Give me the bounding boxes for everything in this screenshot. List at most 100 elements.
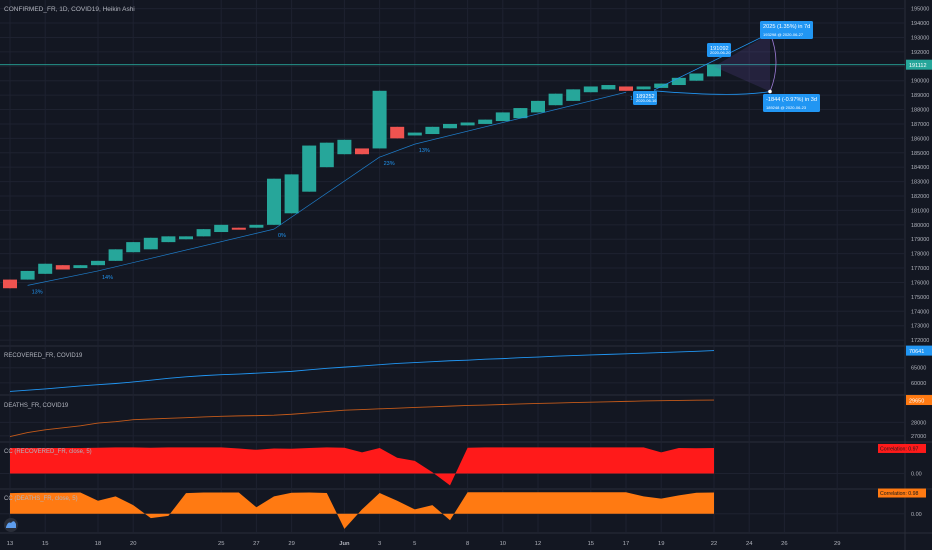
recovered-last-label: 70641	[909, 349, 924, 355]
candle-up	[143, 237, 158, 250]
candle-up	[425, 126, 440, 135]
time-tick-label: 18	[95, 541, 101, 547]
time-tick-label: 25	[218, 541, 224, 547]
forecast-line-up	[653, 32, 771, 91]
recovered-tick-label: 60000	[911, 381, 926, 387]
tradingview-logo-icon[interactable]	[4, 518, 18, 532]
cc-deaths-tick-label: 0.00	[911, 512, 922, 518]
forecast-down-box: -1844 (-0.97%) in 3d 189248 @ 2020-06-23	[763, 94, 820, 112]
time-tick-label: 24	[746, 541, 753, 547]
last-price-tag	[906, 59, 932, 70]
candle-up	[566, 89, 581, 101]
candle-up	[108, 249, 123, 261]
price-tick-label: 195000	[911, 7, 929, 13]
recovered-line	[9, 350, 715, 392]
forecast-up-box: 2025 (1.35%) in 7d 193298 @ 2020-06-27	[760, 21, 813, 39]
price-tick-label: 182000	[911, 194, 929, 200]
cc-deaths-last-label: Correlation: 0.98	[880, 491, 918, 497]
recovered-tick-label: 65000	[911, 366, 926, 372]
forecast-area	[714, 33, 770, 92]
candle-up	[73, 265, 88, 269]
high-box-line1: 191092	[710, 46, 729, 52]
trend-line	[414, 91, 627, 145]
candle-up	[495, 112, 510, 122]
candle-up	[443, 123, 457, 129]
candle-up	[38, 263, 53, 274]
trend-line	[27, 270, 99, 286]
cc-recovered-title: CC (RECOVERED_FR, close, 5)	[4, 449, 92, 455]
time-tick-label: 29	[834, 541, 840, 547]
price-tick-label: 181000	[911, 208, 929, 214]
candle-up	[531, 100, 545, 113]
time-tick-label: 17	[623, 541, 629, 547]
chart-title: CONFIRMED_FR, 1D, COVID19, Heikin Ashi	[4, 6, 135, 13]
trend-percent-label: 13%	[32, 289, 43, 295]
forecast-line-down	[653, 90, 771, 95]
price-tick-label: 192000	[911, 50, 929, 56]
cc-deaths-area	[10, 492, 714, 529]
deaths-last-tag	[906, 395, 932, 406]
time-tick-label: 5	[413, 541, 416, 547]
time-tick-label: 8	[466, 541, 469, 547]
candle-down	[231, 227, 246, 230]
time-tick-label: 19	[658, 541, 664, 547]
trend-line	[97, 228, 275, 272]
candle-up	[372, 90, 387, 149]
deaths-tick-label: 28000	[911, 420, 926, 426]
time-tick-label: 15	[42, 541, 48, 547]
candle-up	[91, 260, 105, 266]
candle-up	[636, 86, 651, 90]
candle-up	[460, 122, 475, 126]
candle-up	[513, 108, 528, 119]
price-tick-label: 183000	[911, 180, 929, 186]
time-tick-label: 26	[781, 541, 787, 547]
candle-down	[619, 86, 633, 91]
low-box-bg	[633, 91, 657, 105]
time-tick-label: 3	[378, 541, 381, 547]
candle-up	[161, 236, 176, 243]
price-tick-label: 173000	[911, 324, 929, 330]
deaths-title: DEATHS_FR, COVID19	[4, 403, 69, 409]
candle-up	[337, 139, 352, 155]
price-tick-label: 176000	[911, 280, 929, 286]
candle-up	[319, 142, 334, 168]
candle-up	[689, 73, 704, 81]
time-axis[interactable]: 13 15 18 20 25 27 29 Jun 3 5 8 10 12 15 17 19 22 24 26 29	[7, 541, 841, 547]
recovered-last-tag	[906, 345, 932, 356]
cc-deaths-title: CC (DEATHS_FR, close, 5)	[4, 496, 78, 502]
candle-up	[214, 224, 229, 233]
price-tick-label: 178000	[911, 252, 929, 258]
candle-up	[407, 132, 422, 136]
trend-line	[379, 143, 415, 158]
price-tick-label: 189000	[911, 93, 929, 99]
candle-up	[179, 236, 193, 240]
cc-recovered-last-tag	[878, 443, 926, 453]
price-tick-label: 185000	[911, 151, 929, 157]
price-tick-label: 172000	[911, 338, 929, 344]
time-tick-label: 27	[253, 541, 259, 547]
price-tick-label: 188000	[911, 108, 929, 114]
candle-up	[583, 86, 598, 93]
time-tick-label: 13	[7, 541, 13, 547]
forecast-down-box-line2: 189248 @ 2020-06-23	[766, 105, 807, 110]
forecast-point-down	[768, 89, 772, 94]
trend-percent-label: 0%	[278, 233, 286, 239]
low-box-line2: 2020-06-16	[636, 98, 657, 103]
candle-up	[654, 83, 669, 88]
last-price-label: 191112	[909, 63, 927, 69]
deaths-line	[9, 399, 715, 438]
candle-up	[548, 93, 563, 106]
candles	[3, 64, 721, 289]
time-tick-label: Jun	[339, 541, 350, 547]
price-tick-label: 193000	[911, 35, 929, 41]
price-axis[interactable]: 1950001940001930001920001910001900001890…	[878, 7, 932, 518]
cc-deaths-last-tag	[878, 488, 926, 498]
candle-down	[355, 148, 369, 155]
cc-recovered-tick-label: 0.00	[911, 472, 922, 478]
forecast-down-box-line1: -1844 (-0.97%) in 3d	[766, 97, 817, 103]
cc-recovered-last-label: Correlation: 0.97	[880, 446, 918, 452]
candle-down	[390, 126, 405, 139]
